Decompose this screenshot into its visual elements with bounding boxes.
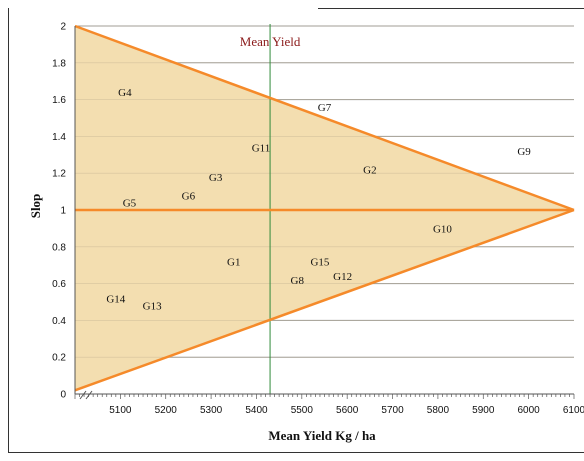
genotype-label: G7 [318,102,332,114]
x-tick-label: 5300 [200,405,223,416]
y-tick-label: 1.8 [52,58,66,69]
x-tick-label: 5900 [472,405,495,416]
x-tick-label: 5200 [155,405,178,416]
genotype-label: G10 [433,223,452,235]
x-axis-title: Mean Yield Kg / ha [268,428,376,443]
genotype-label: G8 [291,275,305,287]
axis-break-mark [79,390,87,400]
genotype-label: G4 [118,87,132,99]
x-tick-label: 5600 [336,405,359,416]
genotype-label: G14 [106,293,125,305]
x-tick-label: 5500 [291,405,314,416]
genotype-label: G12 [333,271,352,283]
y-tick-label: 0.2 [52,353,66,364]
genotype-labels: G1 G2 G3 G4 G5 G6 G7 G8 G9 G10 G11 G12 G13 G14 G15 [106,87,531,312]
y-tick-label: 0.6 [52,279,66,290]
x-tick-label: 5100 [109,405,132,416]
axes [74,26,575,400]
x-tick-label: 5800 [427,405,450,416]
genotype-label: G2 [363,165,376,177]
genotype-label: G3 [209,172,223,184]
axis-break-mark [85,390,93,400]
y-tick-label: 0.4 [52,316,66,327]
gridlines-over-triangle [75,25,574,358]
y-tick-label: 0 [60,390,66,401]
y-tick-label: 1 [60,206,66,217]
tick-labels: 0 0.2 0.4 0.6 0.8 1 1.2 1.4 1.6 1.8 2 5100 5200 5300 5… [52,22,584,417]
stability-triangle [75,26,574,391]
genotype-label: G6 [182,190,196,202]
y-tick-label: 1.4 [52,132,66,143]
mean-yield-label: Mean Yield [240,34,301,49]
genotype-label: G13 [143,301,162,313]
y-tick-label: 1.6 [52,95,66,106]
genotype-label: G11 [252,142,271,154]
y-tick-label: 0.8 [52,242,66,253]
x-tick-label: 5400 [245,405,268,416]
genotype-label: G15 [310,257,329,269]
x-tick-label: 6100 [563,405,584,416]
y-tick-label: 2 [60,22,66,33]
genotype-label: G9 [517,146,531,158]
y-axis-title: Slop [28,194,43,219]
genotype-label: G5 [123,198,137,210]
y-tick-label: 1.2 [52,169,66,180]
genotype-label: G1 [227,257,240,269]
x-tick-label: 5700 [381,405,404,416]
x-tick-label: 6000 [518,405,541,416]
lower-regression-line [74,208,575,392]
upper-regression-line [74,24,575,212]
